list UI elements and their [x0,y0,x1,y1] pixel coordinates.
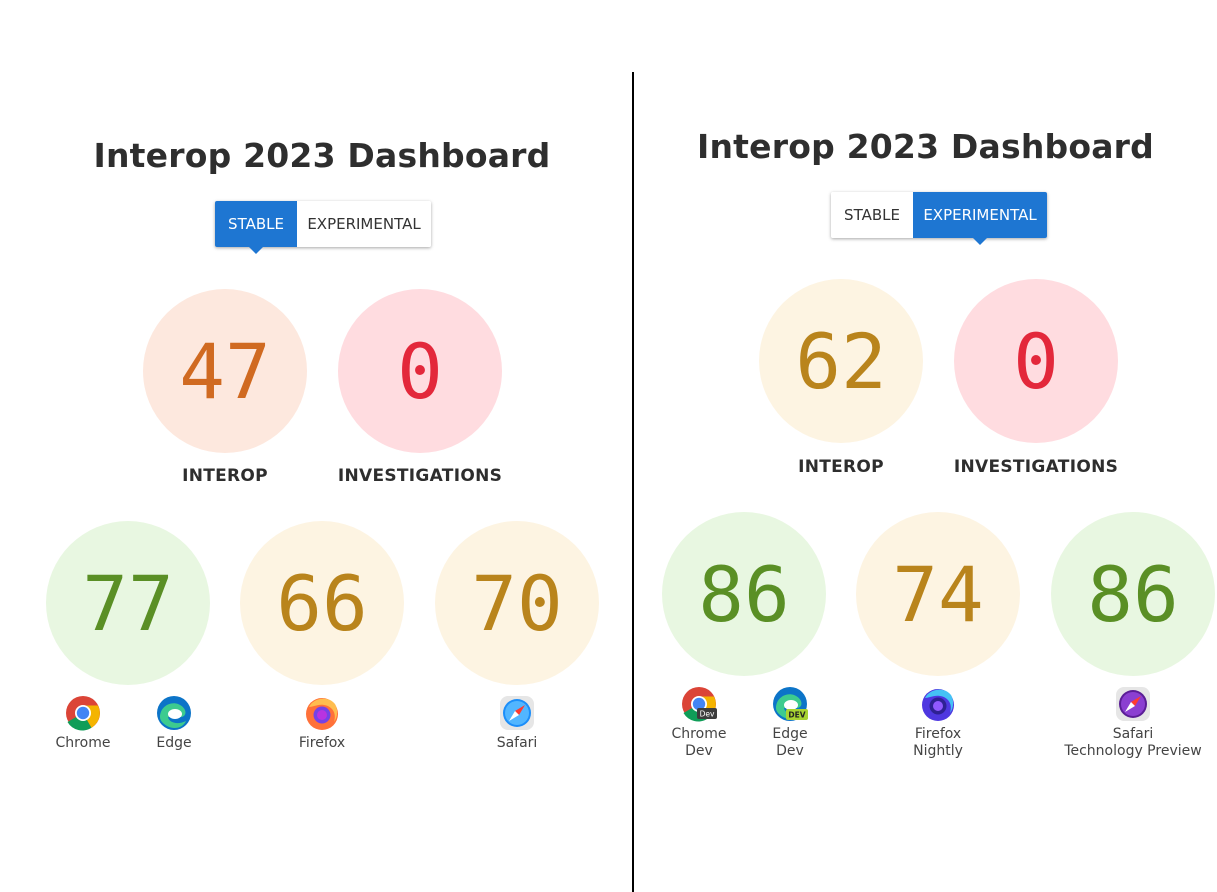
browser-name: Safari [496,735,538,751]
browser-firefox-nightly: Firefox Nightly [858,686,1018,760]
browser-firefox: Firefox [242,695,402,752]
stable-dashboard-panel: Interop 2023 Dashboard STABLE EXPERIMENT… [3,136,599,752]
experimental-toggle-button[interactable]: EXPERIMENTAL [297,201,431,247]
svg-text:DEV: DEV [788,711,805,720]
interop-label: INTEROP [798,457,884,477]
page-title: Interop 2023 Dashboard [93,136,551,175]
interop-score-circle: 47 [143,289,307,453]
safari-score-circle: 70 [435,521,599,685]
chrome-edge-dev-score-circle: 86 [662,512,826,676]
experimental-dashboard-panel: Interop 2023 Dashboard STABLE EXPERIMENT… [634,0,1217,892]
page-title: Interop 2023 Dashboard [697,127,1154,166]
investigations-label: INVESTIGATIONS [337,466,503,486]
browser-name-line2: Dev [776,743,804,759]
browser-name-line2: Dev [685,743,713,759]
investigations-score-circle: 0 [954,279,1118,443]
investigations-score-circle: 0 [338,289,502,453]
browser-name-line1: Firefox [914,726,962,742]
browser-name: Firefox [298,735,346,751]
firefox-nightly-score-circle: 74 [856,512,1020,676]
safari-tp-score-circle: 86 [1051,512,1215,676]
safari-technology-preview-icon [1116,687,1150,721]
chrome-icon [66,696,100,731]
chrome-edge-score-circle: 77 [46,521,210,685]
browser-chrome: Chrome [3,695,163,752]
browser-safari: Safari [437,695,597,752]
browser-chrome-dev: Dev Chrome Dev [619,686,779,760]
svg-text:Dev: Dev [700,710,715,719]
stable-toggle-button[interactable]: STABLE [831,192,913,238]
browser-name-line1: Edge [772,726,808,742]
browser-edge: Edge [94,695,254,752]
interop-score-circle: 62 [759,279,923,443]
firefox-score-circle: 66 [240,521,404,685]
browser-safari-tp: Safari Technology Preview [1053,686,1213,760]
channel-toggle: STABLE EXPERIMENTAL [215,201,431,254]
browser-name: Edge [156,735,192,751]
browser-name-line2: Technology Preview [1064,743,1202,759]
safari-icon [500,696,534,730]
edge-dev-icon: DEV [773,687,808,721]
firefox-icon [306,698,338,730]
browser-name: Chrome [55,735,111,751]
edge-icon [157,696,191,730]
browser-edge-dev: DEV Edge Dev [710,686,870,760]
chrome-dev-icon: Dev [682,687,717,722]
stable-toggle-button[interactable]: STABLE [215,201,297,254]
channel-toggle: STABLE EXPERIMENTAL [831,192,1047,245]
investigations-label: INVESTIGATIONS [953,457,1119,477]
panel-divider [632,72,634,892]
browser-name-line2: Nightly [913,743,963,759]
browser-name-line1: Safari [1112,726,1154,742]
experimental-toggle-button[interactable]: EXPERIMENTAL [913,192,1047,245]
interop-label: INTEROP [182,466,268,486]
firefox-nightly-icon [922,689,954,721]
browser-name-line1: Chrome [671,726,727,742]
